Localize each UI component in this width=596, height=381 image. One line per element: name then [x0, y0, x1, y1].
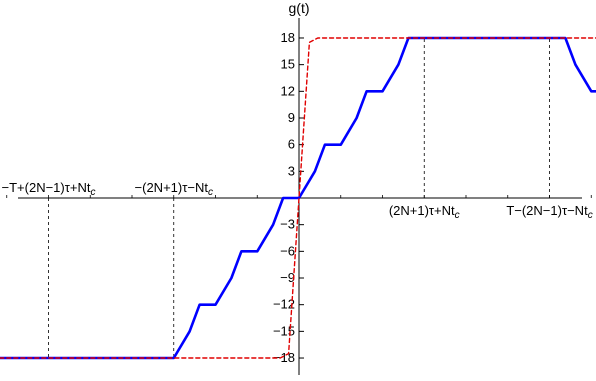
y-tick-label-3: 3: [288, 163, 295, 178]
x-annotation-5: T−(2N−1)τ−Ntc: [506, 203, 592, 221]
y-tick-label-18: 18: [281, 30, 295, 45]
y-tick-label--9: −9: [280, 270, 295, 285]
y-tick-label--18: −18: [273, 350, 295, 365]
y-tick-label-15: 15: [281, 57, 295, 72]
y-tick-label-12: 12: [281, 83, 295, 98]
y-tick-label-9: 9: [288, 110, 295, 125]
y-tick-label-6: 6: [288, 137, 295, 152]
x-annotation-2: −T+(2N−1)τ+Ntc: [2, 180, 96, 198]
x-annotation-3: −(2N+1)τ−Ntc: [135, 180, 213, 198]
x-annotation-4: (2N+1)τ+Ntc: [389, 203, 460, 221]
y-tick-label--12: −12: [273, 297, 295, 312]
y-tick-label--15: −15: [273, 323, 295, 338]
y-axis-title: g(t): [289, 0, 310, 16]
y-tick-label--6: −6: [280, 243, 295, 258]
y-tick-label--3: −3: [280, 217, 295, 232]
series-1-line: [0, 36, 596, 360]
